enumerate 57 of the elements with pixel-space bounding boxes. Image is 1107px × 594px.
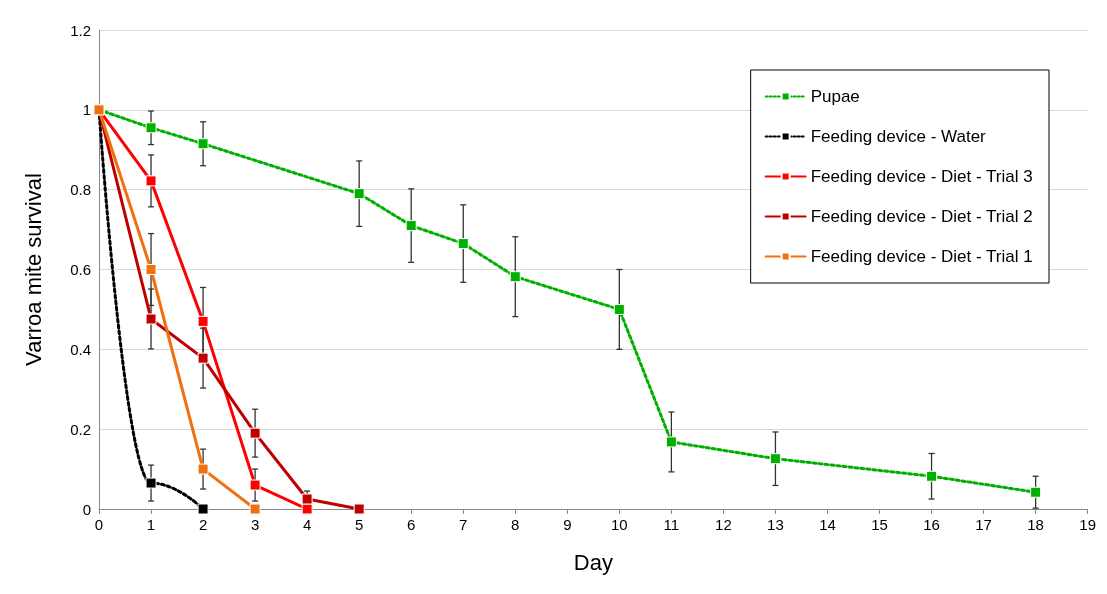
legend-label: Feeding device - Water (810, 127, 987, 146)
x-tick-label: 7 (459, 516, 468, 533)
x-tick-label: 1 (146, 516, 156, 533)
x-tick-label: 4 (302, 516, 312, 533)
x-tick-label: 10 (611, 516, 628, 533)
point (145, 313, 157, 325)
x-tick-label: 5 (355, 516, 364, 533)
point (509, 271, 521, 283)
x-tick-label: 9 (563, 516, 572, 533)
point (145, 175, 157, 187)
point (353, 503, 365, 515)
x-tick-label: 2 (198, 516, 208, 533)
point (145, 477, 157, 489)
point (197, 138, 209, 150)
x-tick-label: 19 (1079, 516, 1096, 533)
point (197, 503, 209, 515)
x-tick-label: 17 (975, 516, 992, 533)
x-tick-label: 18 (1027, 516, 1044, 533)
point (405, 220, 417, 232)
y-tick-label: 1 (82, 101, 91, 119)
x-tick-label: 12 (715, 516, 732, 533)
y-tick-label: 0.4 (70, 340, 91, 358)
y-axis-title: Varroa mite survival (20, 173, 46, 366)
point (145, 122, 157, 134)
point (665, 436, 677, 448)
legend-label: Feeding device - Diet - Trial 2 (810, 207, 1033, 226)
point (1030, 486, 1042, 498)
legend-label: Feeding device - Diet - Trial 1 (810, 247, 1033, 266)
point (769, 453, 781, 465)
x-tick-label: 15 (871, 516, 888, 533)
x-tick-label: 13 (767, 516, 784, 533)
legend-label: Feeding device - Diet - Trial 3 (810, 167, 1033, 186)
point (301, 503, 313, 515)
point (926, 470, 938, 482)
x-tick-label: 3 (250, 516, 260, 533)
point (249, 479, 261, 491)
y-tick-label: 0.8 (70, 181, 91, 199)
x-tick-label: 11 (663, 516, 680, 533)
point (613, 303, 625, 315)
point (457, 238, 469, 250)
point (301, 493, 313, 505)
point (145, 264, 157, 275)
point (197, 352, 209, 364)
y-tick-label: 0.2 (70, 420, 91, 438)
point (249, 427, 261, 439)
x-tick-label: 8 (511, 516, 520, 533)
y-tick-label: 0.6 (70, 261, 91, 278)
x-axis-title: Day (573, 549, 613, 575)
x-tick-label: 14 (819, 516, 836, 533)
point (353, 188, 365, 200)
point (197, 463, 209, 475)
x-tick-label: 0 (94, 516, 104, 533)
x-tick-label: 6 (407, 516, 416, 533)
legend-label: Pupae (810, 87, 860, 106)
x-tick-label: 16 (923, 516, 940, 533)
y-tick-label: 1.2 (70, 21, 91, 39)
y-tick-label: 0 (82, 500, 91, 518)
